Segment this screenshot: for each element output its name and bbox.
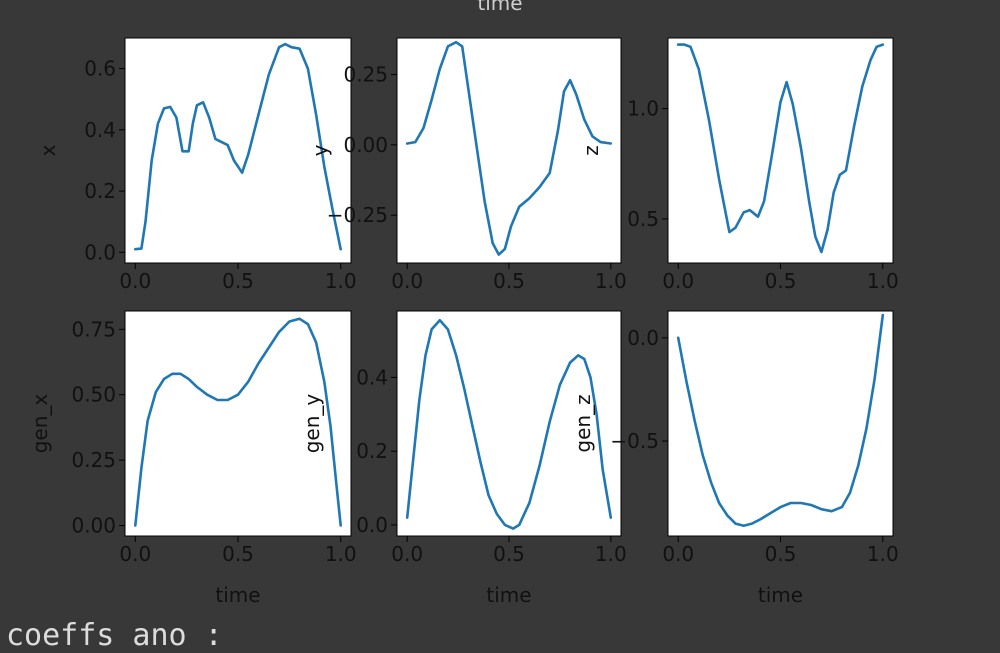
y-axis-label: y xyxy=(308,144,332,156)
x-tick-label: 0.0 xyxy=(119,269,151,293)
y-tick-label: 0.4 xyxy=(356,365,388,389)
x-tick-label: 1.0 xyxy=(595,542,627,566)
y-tick-label: 0.75 xyxy=(71,317,116,341)
y-tick-label: −0.25 xyxy=(327,203,388,227)
y-tick-label: 0.6 xyxy=(84,57,116,81)
y-tick-label: 0.50 xyxy=(71,383,116,407)
y-axis-label: gen_z xyxy=(571,394,595,452)
plot-area xyxy=(667,310,894,537)
y-tick-label: 0.0 xyxy=(84,240,116,264)
top-axis-label-cut: time xyxy=(477,0,523,15)
x-tick-label: 0.5 xyxy=(222,269,254,293)
x-tick-label: 0.5 xyxy=(765,269,797,293)
x-tick-label: 0.5 xyxy=(222,542,254,566)
x-tick-label: 0.5 xyxy=(493,542,525,566)
x-tick-label: 1.0 xyxy=(325,542,357,566)
subplot-3: 0.0 0.5 1.0 0.5 1.0 z xyxy=(579,37,899,293)
x-tick-label: 0.5 xyxy=(765,542,797,566)
notebook-output-text: coeffs ano : xyxy=(6,618,223,653)
y-tick-label: 0.00 xyxy=(343,133,388,157)
series-line xyxy=(405,40,613,256)
x-tick-label: 0.0 xyxy=(662,269,694,293)
y-tick-label: 0.25 xyxy=(71,448,116,472)
y-tick-label: 0.0 xyxy=(356,513,388,537)
x-axis-label: time xyxy=(486,583,531,607)
series-line xyxy=(134,317,343,527)
x-axis-label: time xyxy=(215,583,260,607)
x-tick-label: 1.0 xyxy=(867,542,899,566)
x-tick-label: 0.0 xyxy=(119,542,151,566)
y-tick-label: 0.25 xyxy=(343,63,388,87)
x-tick-label: 1.0 xyxy=(867,269,899,293)
figure-grid: 0.0 0.5 1.00.00.20.40.6x0.0 0.5 1.0−0.250.00… xyxy=(28,37,899,607)
y-axis-label: z xyxy=(579,145,603,156)
plot-area xyxy=(667,37,894,264)
x-tick-label: 0.0 xyxy=(391,542,423,566)
subplot-1: 0.0 0.5 1.0 0.0 0.2 0.4 0.6 x xyxy=(36,37,357,293)
subplot-2: 0.0 0.5 1.0 −0.25 0.00 0.25 y xyxy=(308,37,627,293)
series-line xyxy=(676,43,885,254)
y-tick-label: 0.5 xyxy=(627,207,659,231)
y-axis-label: gen_y xyxy=(300,394,324,454)
y-axis-label: gen_x xyxy=(28,394,52,454)
y-tick-label: 1.0 xyxy=(627,97,659,121)
x-tick-label: 0.0 xyxy=(662,542,694,566)
y-tick-label: 0.00 xyxy=(71,514,116,538)
y-axis-label: x xyxy=(36,144,60,156)
y-tick-label: 0.4 xyxy=(84,118,116,142)
plot-area xyxy=(124,310,352,537)
series-line xyxy=(134,42,343,251)
y-tick-label: 0.0 xyxy=(627,326,659,350)
x-tick-label: 1.0 xyxy=(595,269,627,293)
x-axis-label: time xyxy=(758,583,803,607)
y-tick-label: 0.2 xyxy=(356,439,388,463)
plot-area xyxy=(124,37,352,264)
x-tick-label: 0.0 xyxy=(391,269,423,293)
x-tick-label: 0.5 xyxy=(493,269,525,293)
series-line xyxy=(405,318,613,530)
plot-area xyxy=(396,310,622,537)
series-line xyxy=(676,313,885,528)
x-tick-label: 1.0 xyxy=(325,269,357,293)
plot-area xyxy=(396,37,622,264)
y-tick-label: −0.5 xyxy=(610,429,659,453)
y-tick-label: 0.2 xyxy=(84,179,116,203)
